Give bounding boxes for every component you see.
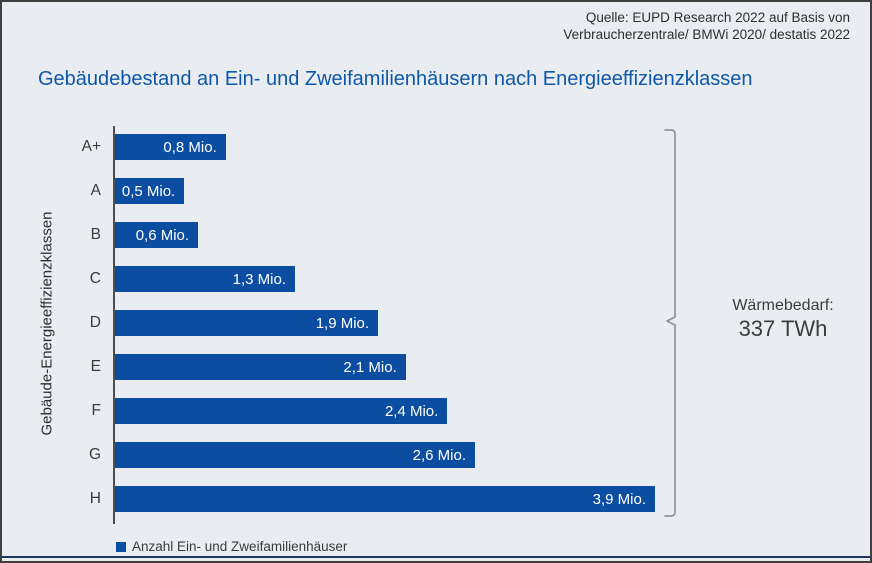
- bar-row: C 1,3 Mio.: [2, 257, 702, 301]
- bar: 2,1 Mio.: [115, 354, 406, 380]
- bar-row: B 0,6 Mio.: [2, 213, 702, 257]
- bar-row: F 2,4 Mio.: [2, 389, 702, 433]
- category-label: E: [90, 358, 101, 375]
- bar-value-label: 3,9 Mio.: [592, 490, 646, 508]
- bar-value-label: 1,9 Mio.: [315, 314, 370, 332]
- chart-title: Gebäudebestand an Ein- und Zweifamilienh…: [38, 68, 753, 90]
- bar-row: A 0,5 Mio.: [2, 169, 702, 213]
- bar-value-label: 2,6 Mio.: [412, 446, 466, 464]
- bar-group: A+ 0,8 Mio. A 0,5 Mio. B 0,6 Mio. C 1,3 Mio. D 1,…: [2, 125, 702, 521]
- category-label: H: [89, 490, 101, 507]
- bar: 0,5 Mio.: [115, 178, 185, 204]
- bar-value-label: 0,5 Mio.: [121, 182, 176, 200]
- bar: 3,9 Mio.: [115, 486, 655, 512]
- bar-row: H 3,9 Mio.: [2, 477, 702, 521]
- category-label: A: [90, 182, 101, 199]
- bar: 1,3 Mio.: [115, 266, 295, 292]
- legend-label: Anzahl Ein- und Zweifamilienhäuser: [132, 539, 348, 554]
- bar: 0,8 Mio.: [115, 134, 226, 160]
- bar-value-label: 2,1 Mio.: [343, 358, 397, 376]
- bar-row: G 2,6 Mio.: [2, 433, 702, 477]
- bottom-divider: [2, 555, 870, 558]
- heat-demand-annotation: Wärmebedarf: 337 TWh: [700, 296, 866, 342]
- bar: 2,6 Mio.: [115, 442, 475, 468]
- bar-value-label: 1,3 Mio.: [232, 270, 286, 288]
- bar-row: A+ 0,8 Mio.: [2, 125, 702, 169]
- category-label: F: [91, 402, 101, 419]
- bar-chart-plot-area: A+ 0,8 Mio. A 0,5 Mio. B 0,6 Mio. C 1,3 Mio. D 1,…: [2, 125, 702, 524]
- bracket-icon: [664, 129, 676, 517]
- category-label: B: [90, 226, 101, 243]
- bar: 1,9 Mio.: [115, 310, 379, 336]
- legend: Anzahl Ein- und Zweifamilienhäuser: [116, 539, 347, 554]
- legend-swatch: [116, 541, 126, 552]
- source-line-2: Verbraucherzentrale/ BMWi 2020/ destatis…: [563, 27, 850, 42]
- bar-value-label: 0,6 Mio.: [135, 226, 190, 244]
- category-label: D: [89, 314, 101, 331]
- category-label: C: [89, 270, 101, 287]
- bar-row: D 1,9 Mio.: [2, 301, 702, 345]
- category-label: A+: [81, 138, 101, 155]
- heat-demand-value: 337 TWh: [738, 316, 828, 341]
- source-line-1: Quelle: EUPD Research 2022 auf Basis von: [585, 10, 850, 25]
- bar-row: E 2,1 Mio.: [2, 345, 702, 389]
- bar: 2,4 Mio.: [115, 398, 448, 424]
- heat-demand-label: Wärmebedarf:: [732, 297, 834, 314]
- bar-value-label: 2,4 Mio.: [384, 402, 439, 420]
- source-attribution: Quelle: EUPD Research 2022 auf Basis von…: [563, 9, 850, 43]
- y-axis-line: [113, 126, 115, 524]
- category-label: G: [88, 446, 101, 463]
- bar-value-label: 0,8 Mio.: [163, 138, 217, 156]
- bar: 0,6 Mio.: [115, 222, 199, 248]
